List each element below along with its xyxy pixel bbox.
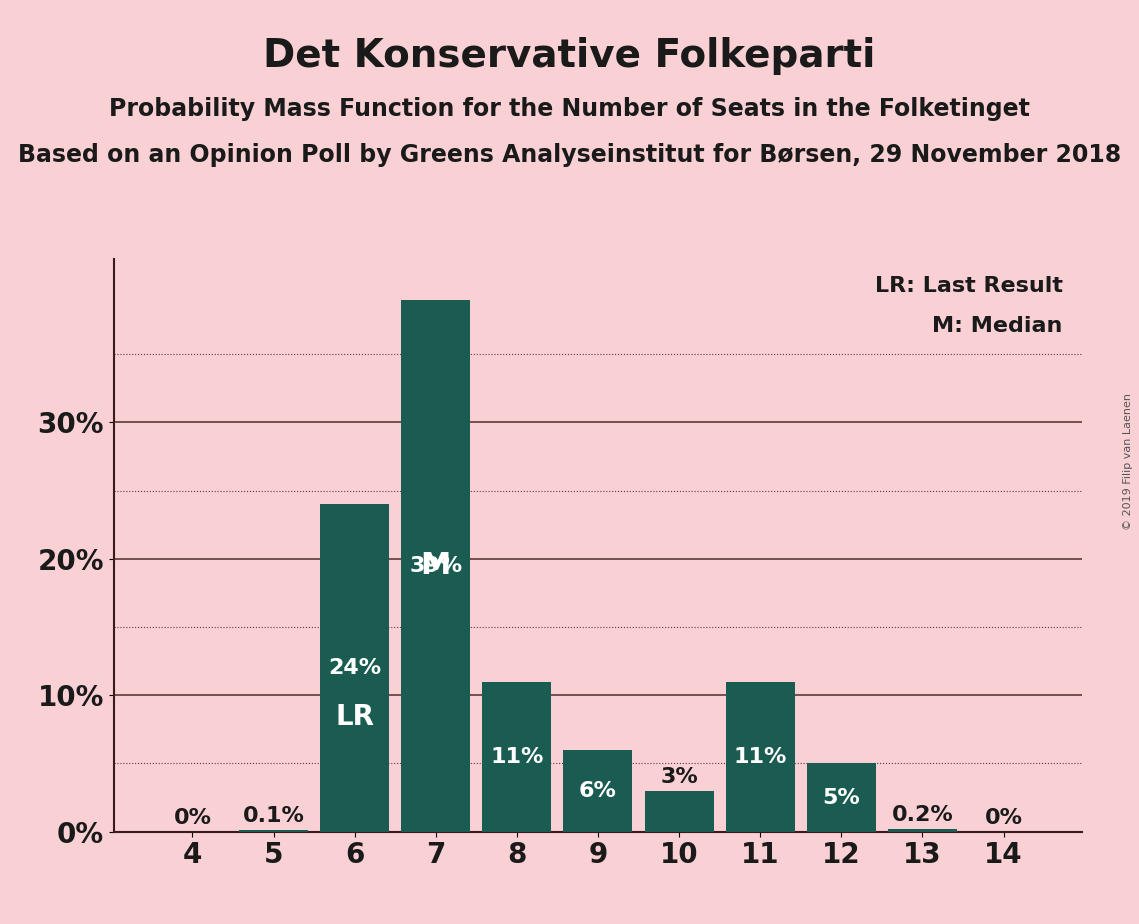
Bar xyxy=(320,505,390,832)
Text: Based on an Opinion Poll by Greens Analyseinstitut for Børsen, 29 November 2018: Based on an Opinion Poll by Greens Analy… xyxy=(18,143,1121,167)
Bar xyxy=(726,682,795,832)
Bar xyxy=(401,299,470,832)
Bar xyxy=(645,791,713,832)
Bar xyxy=(564,749,632,832)
Text: 0%: 0% xyxy=(984,808,1023,828)
Text: Det Konservative Folkeparti: Det Konservative Folkeparti xyxy=(263,37,876,75)
Text: 0.1%: 0.1% xyxy=(243,806,304,826)
Text: 6%: 6% xyxy=(579,781,617,801)
Bar xyxy=(239,831,308,832)
Text: M: M xyxy=(420,551,451,580)
Text: M: Median: M: Median xyxy=(933,316,1063,336)
Text: 0%: 0% xyxy=(173,808,212,828)
Bar xyxy=(806,763,876,832)
Text: 3%: 3% xyxy=(661,767,698,786)
Text: Probability Mass Function for the Number of Seats in the Folketinget: Probability Mass Function for the Number… xyxy=(109,97,1030,121)
Text: © 2019 Filip van Laenen: © 2019 Filip van Laenen xyxy=(1123,394,1133,530)
Bar xyxy=(888,829,957,832)
Text: LR: Last Result: LR: Last Result xyxy=(875,276,1063,296)
Text: 11%: 11% xyxy=(490,747,543,767)
Text: 39%: 39% xyxy=(409,555,462,576)
Text: 0.2%: 0.2% xyxy=(892,805,953,825)
Bar xyxy=(483,682,551,832)
Text: LR: LR xyxy=(335,703,374,731)
Text: 11%: 11% xyxy=(734,747,787,767)
Text: 5%: 5% xyxy=(822,787,860,808)
Text: 24%: 24% xyxy=(328,658,382,678)
